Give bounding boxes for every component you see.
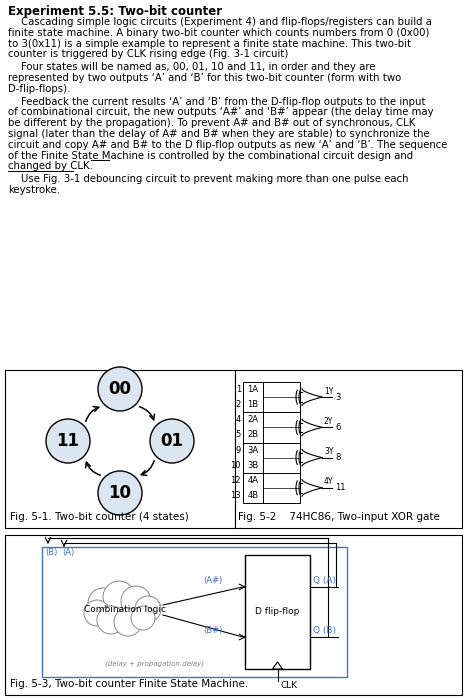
Circle shape bbox=[98, 471, 142, 515]
Circle shape bbox=[135, 596, 161, 622]
Text: Fig. 5-2    74HC86, Two-input XOR gate: Fig. 5-2 74HC86, Two-input XOR gate bbox=[238, 512, 440, 522]
Text: 13: 13 bbox=[230, 491, 241, 500]
Text: 10: 10 bbox=[108, 484, 132, 502]
Text: 3: 3 bbox=[335, 393, 340, 402]
Text: (A): (A) bbox=[62, 548, 74, 557]
Text: 11: 11 bbox=[57, 432, 79, 450]
Text: finite state machine. A binary two-bit counter which counts numbers from 0 (0x00: finite state machine. A binary two-bit c… bbox=[8, 28, 430, 38]
Text: 2B: 2B bbox=[248, 430, 259, 440]
Bar bbox=[243, 382, 300, 503]
Text: 3Y: 3Y bbox=[324, 447, 333, 456]
Circle shape bbox=[114, 608, 142, 636]
Text: Fig. 5-1. Two-bit counter (4 states): Fig. 5-1. Two-bit counter (4 states) bbox=[10, 512, 189, 522]
Text: Q (B): Q (B) bbox=[313, 626, 336, 635]
Text: be different by the propagation). To prevent A# and B# out of synchronous, CLK: be different by the propagation). To pre… bbox=[8, 118, 415, 128]
Bar bbox=[42, 547, 347, 677]
Text: of combinational circuit, the new outputs ‘A#’ and ‘B#’ appear (the delay time m: of combinational circuit, the new output… bbox=[8, 107, 434, 118]
Circle shape bbox=[103, 581, 135, 613]
Text: 8: 8 bbox=[335, 453, 340, 462]
Text: of the Finite State Machine is controlled by the combinational circuit design an: of the Finite State Machine is controlle… bbox=[8, 150, 413, 160]
Text: D-flip-flops).: D-flip-flops). bbox=[8, 84, 71, 94]
FancyArrowPatch shape bbox=[85, 462, 100, 475]
Text: 2A: 2A bbox=[248, 415, 259, 424]
Text: 01: 01 bbox=[161, 432, 184, 450]
Circle shape bbox=[97, 606, 125, 634]
Text: 3A: 3A bbox=[248, 446, 259, 454]
Text: 4Y: 4Y bbox=[324, 477, 333, 486]
Text: (B): (B) bbox=[45, 548, 57, 557]
Text: Combination logic: Combination logic bbox=[84, 606, 166, 615]
Text: 1A: 1A bbox=[248, 385, 259, 394]
Bar bbox=[5, 535, 462, 695]
Text: 00: 00 bbox=[108, 380, 132, 398]
Circle shape bbox=[98, 367, 142, 411]
Text: 2: 2 bbox=[236, 400, 241, 410]
Text: represented by two outputs ‘A’ and ‘B’ for this two-bit counter (form with two: represented by two outputs ‘A’ and ‘B’ f… bbox=[8, 73, 401, 83]
Circle shape bbox=[88, 588, 118, 618]
Text: CLK: CLK bbox=[281, 681, 297, 690]
Circle shape bbox=[46, 419, 90, 463]
Text: Fig. 5-3, Two-bit counter Finite State Machine.: Fig. 5-3, Two-bit counter Finite State M… bbox=[10, 679, 248, 689]
Text: 12: 12 bbox=[231, 476, 241, 485]
Text: circuit and copy A# and B# to the D flip-flop outputs as new ‘A’ and ‘B’. The se: circuit and copy A# and B# to the D flip… bbox=[8, 140, 447, 150]
Bar bbox=[245, 555, 310, 669]
Text: 5: 5 bbox=[236, 430, 241, 440]
Bar bbox=[5, 370, 235, 528]
FancyArrowPatch shape bbox=[140, 407, 155, 420]
Text: 4A: 4A bbox=[248, 476, 259, 485]
Text: 2Y: 2Y bbox=[324, 417, 333, 426]
Text: 4: 4 bbox=[236, 415, 241, 424]
FancyArrowPatch shape bbox=[141, 461, 154, 475]
Bar bbox=[235, 370, 462, 528]
Text: D flip-flop: D flip-flop bbox=[255, 608, 300, 617]
Text: signal (later than the delay of A# and B# when they are stable) to synchronize t: signal (later than the delay of A# and B… bbox=[8, 129, 430, 139]
Text: 9: 9 bbox=[236, 446, 241, 454]
Circle shape bbox=[131, 606, 155, 630]
Polygon shape bbox=[273, 662, 283, 669]
Circle shape bbox=[121, 586, 151, 616]
Circle shape bbox=[150, 419, 194, 463]
Text: 6: 6 bbox=[335, 423, 340, 432]
Text: Cascading simple logic circuits (Experiment 4) and flip-flops/registers can buil: Cascading simple logic circuits (Experim… bbox=[8, 17, 432, 27]
Text: 11: 11 bbox=[335, 484, 346, 492]
Text: to 3(0x11) is a simple example to represent a finite state machine. This two-bit: to 3(0x11) is a simple example to repres… bbox=[8, 38, 411, 48]
Text: counter is triggered by CLK rising edge (Fig. 3-1 circuit): counter is triggered by CLK rising edge … bbox=[8, 50, 289, 60]
Text: Q (A): Q (A) bbox=[313, 576, 336, 585]
Text: (B#): (B#) bbox=[203, 626, 222, 635]
Text: 1Y: 1Y bbox=[324, 386, 333, 395]
Text: Experiment 5.5: Two-bit counter: Experiment 5.5: Two-bit counter bbox=[8, 5, 222, 18]
Text: Feedback the current results ‘A’ and ‘B’ from the D-flip-flop outputs to the inp: Feedback the current results ‘A’ and ‘B’… bbox=[8, 97, 425, 106]
Text: changed by CLK.: changed by CLK. bbox=[8, 162, 93, 172]
FancyArrowPatch shape bbox=[86, 407, 99, 421]
Text: 1B: 1B bbox=[248, 400, 259, 410]
Text: 3B: 3B bbox=[248, 461, 259, 470]
Text: (delay + propagation delay): (delay + propagation delay) bbox=[105, 660, 204, 667]
Text: Four states will be named as, 00, 01, 10 and 11, in order and they are: Four states will be named as, 00, 01, 10… bbox=[8, 62, 375, 72]
Text: 1: 1 bbox=[236, 385, 241, 394]
Text: keystroke.: keystroke. bbox=[8, 185, 60, 195]
Text: 4B: 4B bbox=[248, 491, 259, 500]
Text: 10: 10 bbox=[231, 461, 241, 470]
Text: (A#): (A#) bbox=[203, 576, 222, 585]
Circle shape bbox=[84, 600, 110, 626]
Text: Use Fig. 3-1 debouncing circuit to prevent making more than one pulse each: Use Fig. 3-1 debouncing circuit to preve… bbox=[8, 174, 409, 184]
